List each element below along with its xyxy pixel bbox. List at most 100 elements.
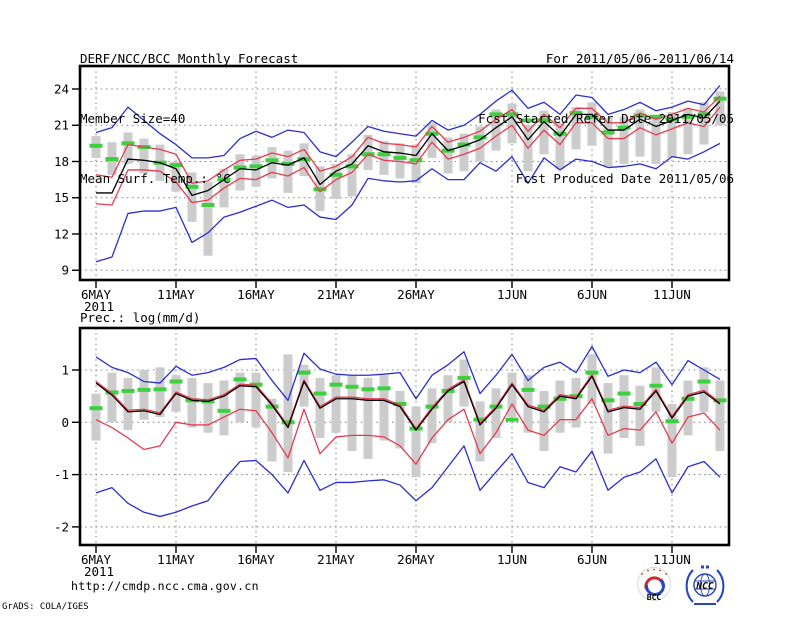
observation-green-dash [473,417,487,422]
ensemble-spread-bar [123,377,133,431]
y-tick-label: 15 [54,190,69,205]
observation-green-dash [233,377,247,382]
y-tick-label: 24 [54,82,69,97]
observation-green-dash [121,388,135,393]
x-tick-label: 11JUN [653,552,691,567]
observation-green-dash [89,143,103,148]
ensemble-spread-bar [539,110,549,155]
ensemble-spread-bar [187,172,197,222]
ensemble-spread-bar [555,380,565,433]
ensemble-spread-bar [491,109,501,151]
ensemble-spread-bar [459,133,469,172]
ensemble-spread-bar [635,109,645,157]
observation-green-dash [377,386,391,391]
ensemble-spread-bar [107,372,117,423]
ensemble-spread-bar [267,398,277,462]
ensemble-spread-bar [715,380,725,452]
observation-green-dash [393,155,407,160]
observation-green-dash [457,375,471,380]
observation-green-dash [521,387,535,392]
header-left: DERF/NCC/BCC Monthly Forecast Member Siz… [80,9,298,229]
ensemble-spread-bar [571,377,581,428]
ensemble-min-blue [95,142,721,263]
observation-green-dash [329,382,343,387]
observation-green-dash [633,113,647,118]
observation-green-dash [281,420,295,425]
ensemble-spread-bar [379,375,389,441]
observation-green-dash [393,401,407,406]
ensemble-min-blue [95,445,721,518]
ensemble-spread-bar [155,367,165,418]
x-tick-label: 1JUN [497,287,527,302]
ensemble-spread-bar [331,163,341,199]
ensemble-spread-bar [667,111,677,158]
observation-green-dash [585,114,599,119]
ensemble-spread-bar [395,390,405,449]
ensemble-spread-bar [379,140,389,175]
ensemble-spread-bar [619,116,629,164]
y-tick-label: -1 [54,467,69,482]
observation-green-dash [217,408,231,413]
ensemble-max-blue [95,345,721,401]
ensemble-spread-bar [251,372,261,428]
lower-band-red [95,106,721,206]
svg-text:BCC: BCC [647,593,662,602]
source-url-text: http://cmdp.ncc.cma.gov.cn [71,579,259,593]
ensemble-spread-bar [331,375,341,433]
ensemble-spread-bar [443,137,453,174]
x-tick-label: 1JUN [497,552,527,567]
ensemble-spread-bar [427,388,437,444]
ensemble-spread-bar [715,91,725,126]
x-tick-label: 16MAY [237,552,275,567]
upper-band-red [95,374,721,430]
ensemble-spread-bar [187,377,197,428]
observation-green-dash [617,125,631,130]
plot-frame [78,64,731,282]
observation-green-dash [601,398,615,403]
observation-green-dash [265,158,279,163]
observation-green-dash [681,114,695,119]
observation-green-dash [297,370,311,375]
observation-green-dash [617,391,631,396]
observation-green-dash [345,384,359,389]
ensemble-spread-bar [427,122,437,158]
observation-green-dash [377,152,391,157]
ensemble-spread-bar [475,401,485,462]
observation-green-dash [409,158,423,163]
ensemble-spread-bar [283,150,293,193]
fcst-refer-date-label: Fcst Started Refer Date 2011/05/05 [478,111,734,126]
observation-green-dash [153,387,167,392]
x-tick-label: 11MAY [157,287,195,302]
ensemble-spread-bar [443,375,453,423]
ensemble-spread-bar [363,377,373,459]
ensemble-spread-bar [91,393,101,441]
y-tick-label: -2 [54,519,69,534]
ensemble-spread-bar [171,161,181,192]
observation-green-dash [361,387,375,392]
ensemble-spread-bar [555,122,565,169]
ensemble-spread-bar [203,383,213,433]
temp-chart-title: Mean Surf. Temp.: °C [80,171,231,186]
observation-green-dash [473,135,487,140]
observation-green-dash [121,141,135,146]
observation-green-dash [537,404,551,409]
x-tick-label: 26MAY [397,287,435,302]
observation-green-dash [425,404,439,409]
ensemble-spread-bar [683,380,693,436]
x-tick-label: 6MAY [81,552,112,567]
x-tick-label: 26MAY [397,552,435,567]
y-tick-label: 0 [61,415,69,430]
ensemble-spread-bar [251,155,261,187]
svg-text:NCC: NCC [695,581,713,592]
ensemble-spread-bar [411,406,421,478]
header-right: For 2011/05/06-2011/06/14 Fcst Started R… [478,9,734,229]
observation-green-dash [489,112,503,117]
observation-green-dash [457,142,471,147]
observation-green-dash [89,406,103,411]
observation-green-dash [233,165,247,170]
observation-green-dash [169,163,183,168]
ensemble-spread-bar [235,372,245,423]
ensemble-spread-bar [683,108,693,155]
upper-band-red [95,95,721,184]
